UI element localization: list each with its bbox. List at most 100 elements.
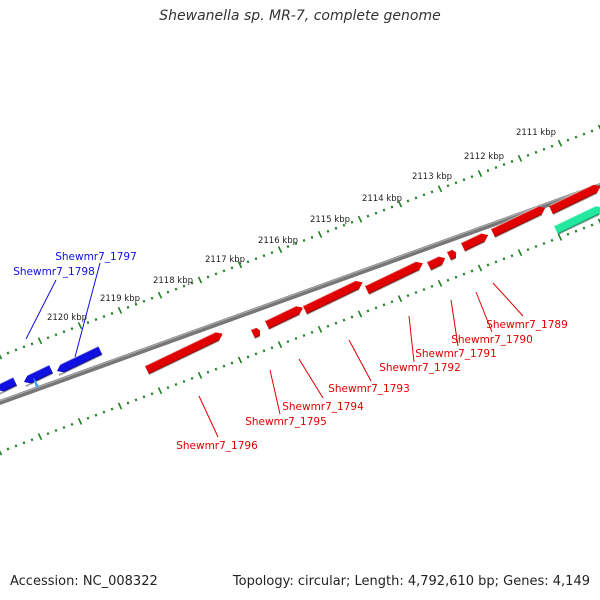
inner-ruler-tick (214, 367, 218, 371)
inner-ruler-tick (486, 263, 490, 267)
reverse-gene-arrow (23, 365, 53, 384)
forward-gene-arrow-highlight (491, 205, 539, 230)
forward-gene-arrow (461, 233, 489, 252)
outer-ruler-tick (37, 337, 43, 345)
inner-ruler-tick (222, 364, 226, 368)
accession-text: Accession: NC_008322 (10, 574, 158, 589)
outer-ruler-tick (77, 322, 83, 330)
inner-ruler-tick (382, 303, 386, 307)
inner-ruler-tick (262, 349, 266, 353)
forward-gene-arrow-shade (450, 256, 457, 262)
inner-ruler-tick (134, 398, 138, 402)
outer-ruler-tick (446, 184, 450, 188)
inner-ruler-tick (190, 376, 194, 380)
outer-ruler-tick (86, 321, 90, 325)
outer-ruler-tick (550, 144, 554, 148)
outer-ruler-tick (526, 153, 530, 157)
outer-ruler-tick (342, 223, 346, 227)
outer-ruler-tick (590, 129, 594, 133)
inner-ruler-tick (157, 387, 163, 395)
outer-ruler-tick (574, 135, 578, 139)
forward-gene-label[interactable]: Shewmr7_1793 (328, 383, 410, 395)
forward-gene-arrow-shade (464, 240, 486, 253)
forward-gene-label[interactable]: Shewmr7_1795 (245, 416, 327, 428)
forward-gene-label[interactable]: Shewmr7_1796 (176, 440, 258, 452)
backbone-line (0, 182, 600, 406)
inner-ruler-tick (470, 269, 474, 273)
outer-ruler-tick (54, 333, 58, 337)
reverse-gene-label[interactable]: Shewmr7_1797 (55, 251, 137, 263)
inner-ruler-tick (30, 438, 34, 442)
inner-ruler-tick (6, 447, 10, 451)
gene-callout-line (450, 299, 459, 347)
kbp-label: 2119 kbp (100, 294, 140, 304)
forward-gene-arrow-shade (254, 334, 261, 340)
inner-ruler-tick (286, 340, 290, 344)
outer-ruler-tick (477, 170, 483, 178)
forward-gene-label[interactable]: Shewmr7_1792 (379, 362, 461, 374)
forward-gene-label[interactable]: Shewmr7_1794 (282, 401, 364, 413)
gene-callout-line (348, 339, 372, 382)
forward-gene-callouts: Shewmr7_1789 Shewmr7_1790 Shewmr7_1791 Shew… (176, 282, 568, 452)
outer-ruler-tick (397, 200, 403, 208)
outer-ruler-tick (310, 235, 314, 239)
forward-gene-arrow (491, 206, 546, 238)
kbp-label: 2118 kbp (153, 276, 193, 286)
inner-ruler-tick (110, 407, 114, 411)
inner-ruler-tick (77, 417, 83, 425)
inner-ruler-tick (550, 238, 554, 242)
forward-gene-arrow-shade (148, 339, 220, 376)
outer-ruler-tick (486, 169, 490, 173)
inner-ruler-tick (150, 392, 154, 396)
outer-ruler-tick (462, 178, 466, 182)
inner-ruler-tick (430, 284, 434, 288)
forward-gene-arrow-highlight (251, 326, 257, 331)
forward-gene-arrow-highlight (303, 280, 356, 307)
gene-callout-line (269, 369, 281, 415)
reverse-gene-arrow-shade (0, 384, 18, 395)
inner-ruler-tick (494, 260, 498, 264)
outer-ruler-tick (542, 147, 546, 151)
outer-ruler-tick (134, 302, 138, 306)
inner-ruler-tick (70, 422, 74, 426)
forward-gene-label[interactable]: Shewmr7_1791 (415, 348, 497, 360)
outer-ruler-tick (214, 272, 218, 276)
kbp-label: 2117 kbp (205, 255, 245, 265)
forward-gene-label[interactable]: Shewmr7_1789 (486, 319, 568, 331)
inner-ruler-tick (126, 401, 130, 405)
forward-gene-arrow (145, 332, 223, 375)
outer-ruler-tick (286, 245, 290, 249)
rna-gene-arrow-highlight (554, 205, 596, 227)
inner-ruler-tick (534, 245, 538, 249)
backbone-highlight (0, 183, 600, 402)
forward-gene-label[interactable]: Shewmr7_1790 (451, 334, 533, 346)
outer-ruler-tick (502, 162, 506, 166)
outer-ruler-tick (566, 138, 570, 142)
reverse-gene-label[interactable]: Shewmr7_1798 (13, 266, 95, 278)
outer-ruler-tick (174, 287, 178, 291)
kbp-label: 2113 kbp (412, 172, 452, 182)
forward-gene-arrow (251, 327, 261, 339)
outer-ruler-tick (317, 230, 323, 238)
inner-ruler-tick (166, 386, 170, 390)
reverse-gene-arrow-shade (58, 353, 103, 377)
inner-ruler-tick (94, 413, 98, 417)
forward-gene-arrow (365, 261, 423, 295)
inner-ruler-tick (477, 264, 483, 272)
inner-ruler-tick (582, 226, 586, 230)
inner-ruler-tick (590, 223, 594, 227)
outer-ruler-tick (422, 193, 426, 197)
forward-gene-arrow (265, 306, 304, 330)
outer-ruler-tick (222, 269, 226, 273)
inner-ruler-tick (446, 278, 450, 282)
gene-callout-line (25, 279, 57, 340)
outer-ruler-tick (437, 185, 443, 193)
outer-ruler-tick (374, 211, 378, 215)
forward-gene-arrow (549, 184, 600, 215)
gene-callout-line (74, 262, 101, 358)
inner-ruler-tick (326, 324, 330, 328)
inner-ruler-tick (246, 355, 250, 359)
inner-ruler-tick (174, 383, 178, 387)
outer-ruler-tick (254, 257, 258, 261)
gene-callout-line (198, 395, 219, 438)
